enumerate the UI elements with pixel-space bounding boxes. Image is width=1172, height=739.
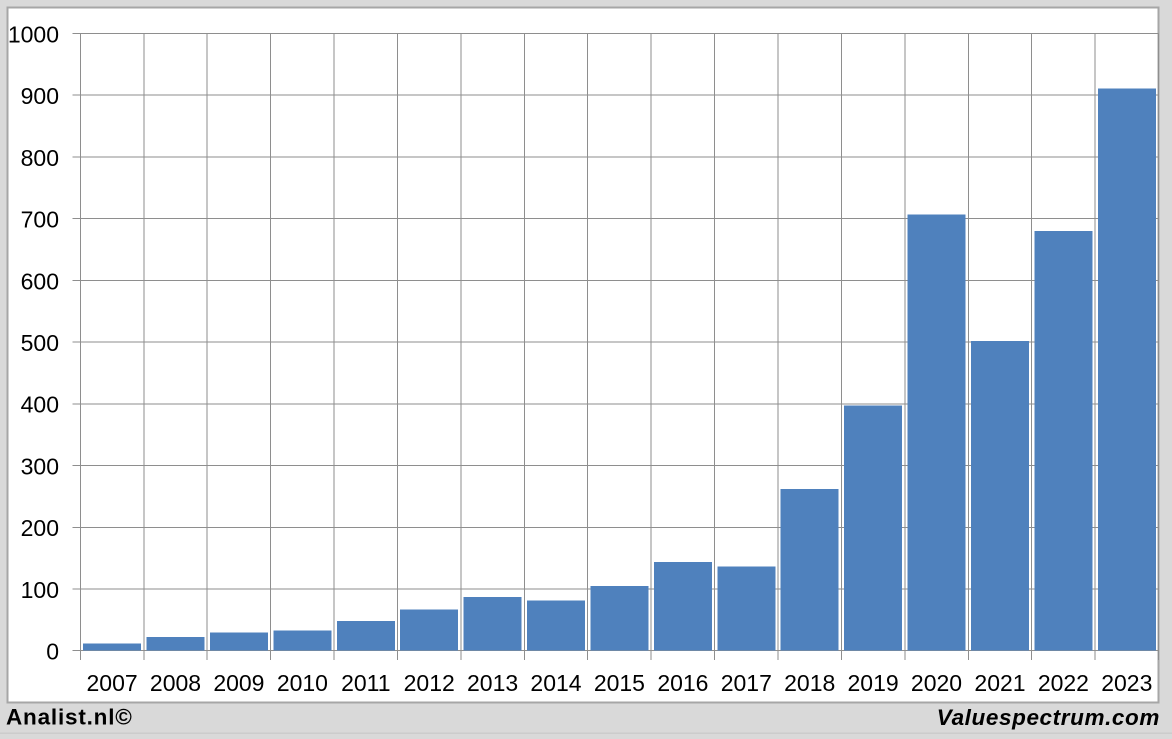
svg-text:0: 0 — [46, 639, 59, 665]
svg-text:800: 800 — [21, 145, 59, 171]
svg-text:2016: 2016 — [657, 670, 708, 696]
svg-text:2017: 2017 — [721, 670, 772, 696]
svg-text:600: 600 — [21, 268, 59, 294]
svg-text:1000: 1000 — [8, 21, 59, 47]
svg-text:2013: 2013 — [467, 670, 518, 696]
svg-text:2012: 2012 — [404, 670, 455, 696]
svg-text:100: 100 — [21, 577, 59, 603]
svg-text:2015: 2015 — [594, 670, 645, 696]
svg-text:2019: 2019 — [848, 670, 899, 696]
svg-text:2023: 2023 — [1101, 670, 1152, 696]
svg-text:Analist.nl©: Analist.nl© — [6, 705, 133, 730]
svg-text:2021: 2021 — [974, 670, 1025, 696]
svg-text:2010: 2010 — [277, 670, 328, 696]
svg-text:2009: 2009 — [213, 670, 264, 696]
svg-text:400: 400 — [21, 392, 59, 418]
svg-text:2007: 2007 — [87, 670, 138, 696]
svg-text:2020: 2020 — [911, 670, 962, 696]
svg-text:2022: 2022 — [1038, 670, 1089, 696]
svg-text:500: 500 — [21, 330, 59, 356]
svg-text:2014: 2014 — [530, 670, 581, 696]
svg-text:900: 900 — [21, 83, 59, 109]
svg-text:Valuespectrum.com: Valuespectrum.com — [937, 705, 1160, 730]
svg-text:300: 300 — [21, 453, 59, 479]
svg-text:2018: 2018 — [784, 670, 835, 696]
svg-text:200: 200 — [21, 515, 59, 541]
svg-text:2008: 2008 — [150, 670, 201, 696]
svg-text:700: 700 — [21, 207, 59, 233]
svg-text:2011: 2011 — [341, 670, 390, 696]
